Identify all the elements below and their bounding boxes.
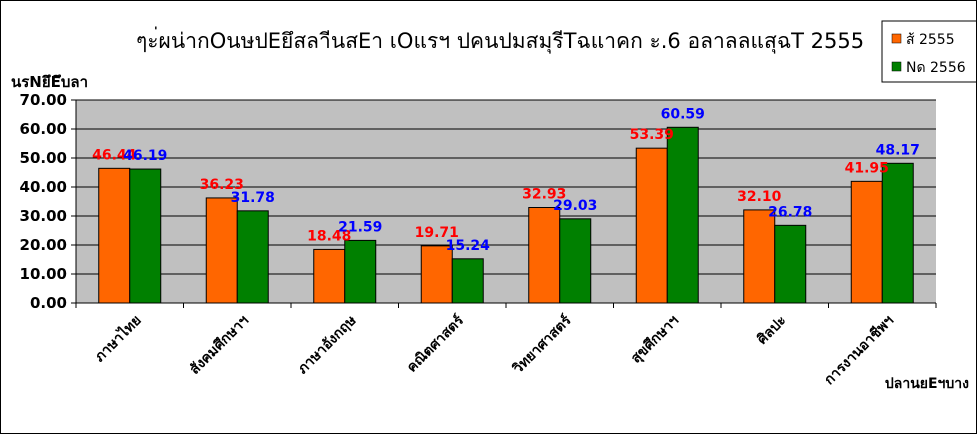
data-label-series-2: 46.19 <box>123 148 167 164</box>
data-label-series-1: 18.48 <box>307 228 351 244</box>
y-tick-label: 40.00 <box>20 178 67 196</box>
data-label-series-2: 48.17 <box>876 142 920 158</box>
data-label-series-1: 53.39 <box>630 127 674 143</box>
x-tick-label: ศิลปะ <box>754 313 789 348</box>
legend-box <box>881 20 976 83</box>
x-tick-label: วิทยาศาสตร์ <box>509 311 575 377</box>
data-label-series-2: 15.24 <box>446 238 491 254</box>
x-tick-label: ภาษาไทย <box>90 311 144 365</box>
y-tick-label: 0.00 <box>30 294 67 312</box>
plot-area <box>76 100 936 303</box>
data-label-series-1: 46.44 <box>92 147 137 163</box>
y-tick-label: 60.00 <box>20 120 67 138</box>
bar-series-1 <box>205 197 238 304</box>
x-tick-label: ภาษาอังกฤษ <box>295 313 360 378</box>
legend: ส้ 2555 Nด 2556 <box>881 20 976 83</box>
y-axis-title: นรNยึEึบลา <box>11 73 88 91</box>
data-label-series-2: 29.03 <box>553 198 597 214</box>
legend-label-2555: ส้ 2555 <box>906 32 955 48</box>
data-label-series-1: 41.95 <box>845 160 889 176</box>
bar-series-1 <box>420 245 453 304</box>
bar-series-2 <box>881 162 914 304</box>
legend-swatch-2556 <box>891 61 902 72</box>
data-label-series-1: 19.71 <box>415 225 459 241</box>
data-label-series-1: 32.93 <box>522 187 566 203</box>
x-tick-label: สุขศึกษาฯ <box>627 312 682 367</box>
data-labels: 46.44 36.23 18.48 19.71 32.93 53.39 32.10 41.95… <box>92 106 920 254</box>
x-tick-label: คณิตศาสตร์ <box>403 311 467 375</box>
bar-series-1 <box>635 147 668 304</box>
bar-series-2 <box>774 224 807 304</box>
data-label-series-2: 60.59 <box>661 106 705 122</box>
x-tick-label: สังคมศึกษาฯ <box>186 312 252 378</box>
y-tick-label: 30.00 <box>20 207 67 225</box>
data-label-series-2: 31.78 <box>231 190 275 206</box>
data-label-series-1: 36.23 <box>200 177 244 193</box>
bar-series-1 <box>313 248 346 304</box>
data-label-series-1: 32.10 <box>737 189 782 205</box>
bar-series-1 <box>528 207 561 304</box>
y-tick-label: 20.00 <box>20 236 67 254</box>
bar-series-2 <box>129 168 162 304</box>
bar-series-1 <box>850 180 883 304</box>
bar-series-1 <box>98 167 131 304</box>
data-label-series-2: 26.78 <box>768 204 812 220</box>
y-tick-label: 10.00 <box>20 265 67 283</box>
y-tick-label: 50.00 <box>20 149 67 167</box>
y-tick-label: 70.00 <box>20 91 67 109</box>
data-label-series-2: 21.59 <box>338 219 382 235</box>
bar-series-2 <box>236 210 269 304</box>
legend-label-2556: Nด 2556 <box>906 60 966 76</box>
bar-series-2 <box>559 218 592 304</box>
bar-series-1 <box>743 209 776 304</box>
bar-series-2 <box>344 239 377 304</box>
bar-series-2 <box>666 126 699 304</box>
bars <box>98 126 914 304</box>
legend-swatch-2555 <box>891 33 902 44</box>
x-axis-title: ปลานยEฯบาง <box>885 376 969 392</box>
chart-title: ๆะ่ผน่ากOนษปEยึสลาีนสEา เOแรฯ ปคนปมสมุรี… <box>136 26 864 54</box>
bar-series-2 <box>451 258 484 304</box>
